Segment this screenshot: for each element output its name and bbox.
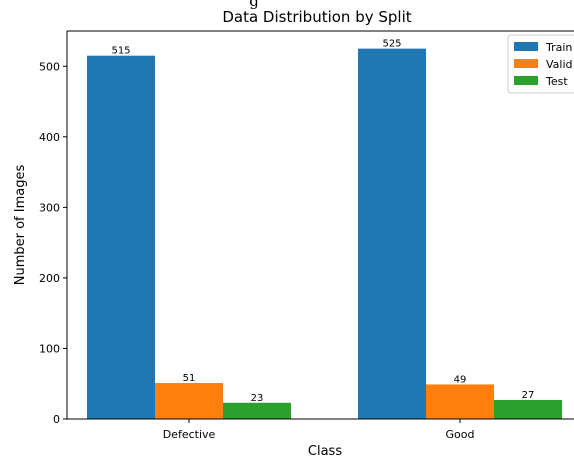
- legend-label: Valid: [546, 58, 573, 71]
- data-label: 515: [111, 46, 130, 57]
- data-label: 49: [454, 374, 467, 385]
- legend-label: Train: [545, 41, 572, 54]
- y-tick-label: 300: [39, 201, 60, 214]
- data-label: 51: [183, 373, 196, 384]
- y-tick-label: 0: [53, 413, 60, 426]
- data-label: 27: [522, 390, 535, 401]
- y-tick-label: 100: [39, 342, 60, 355]
- legend-label: Test: [545, 75, 568, 88]
- legend-swatch-train: [514, 42, 538, 51]
- bar-test-good: [494, 399, 562, 419]
- bar-train-defective: [87, 55, 155, 419]
- y-tick-label: 200: [39, 272, 60, 285]
- bar-valid-defective: [155, 383, 223, 419]
- y-axis-label: Number of Images: [13, 165, 28, 286]
- data-label: 525: [382, 39, 401, 50]
- x-tick-label: Defective: [163, 428, 216, 441]
- x-tick-label: Good: [446, 428, 475, 441]
- y-tick-label: 400: [39, 131, 60, 144]
- legend-swatch-valid: [514, 59, 538, 68]
- x-axis-label: Class: [308, 444, 342, 456]
- data-label: 23: [251, 393, 264, 404]
- bar-test-defective: [223, 402, 291, 419]
- y-tick-label: 500: [39, 60, 60, 73]
- chart-title: Data Distribution by Split: [222, 8, 411, 26]
- bar-valid-good: [426, 384, 494, 419]
- legend: Train Valid Test: [507, 34, 574, 94]
- legend-swatch-test: [514, 76, 538, 85]
- plot-area: 515 525 51 49 23 27 0 100 200 300 400 500 Defective G…: [39, 30, 574, 441]
- clipped-top-text: g: [249, 0, 259, 10]
- bar-train-good: [358, 48, 426, 420]
